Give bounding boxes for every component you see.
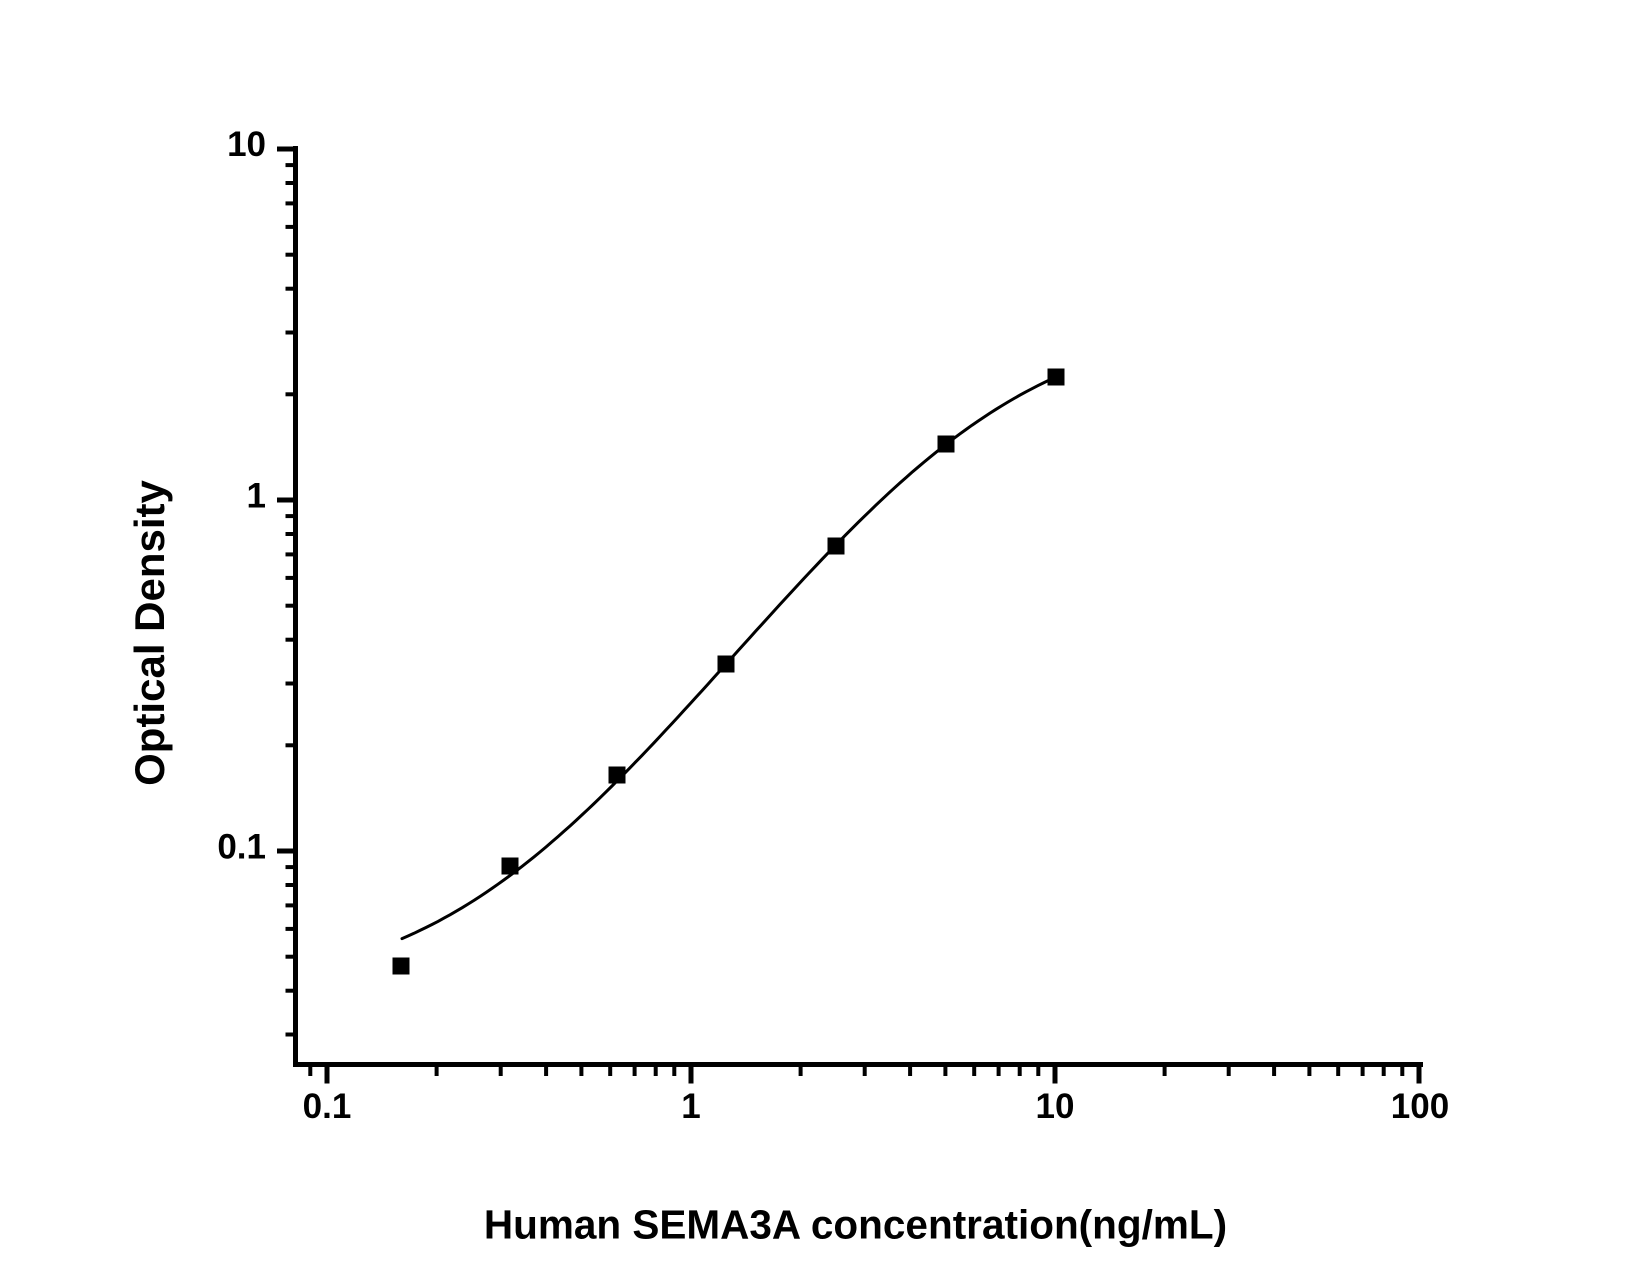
svg-text:10: 10 bbox=[1036, 1087, 1075, 1126]
svg-text:Optical Density: Optical Density bbox=[126, 479, 173, 785]
svg-text:0.1: 0.1 bbox=[217, 828, 266, 867]
svg-text:0.1: 0.1 bbox=[303, 1087, 352, 1126]
svg-text:Human SEMA3A concentration(ng/: Human SEMA3A concentration(ng/mL) bbox=[484, 1202, 1227, 1248]
svg-text:100: 100 bbox=[1391, 1087, 1449, 1126]
svg-text:1: 1 bbox=[247, 477, 266, 516]
svg-text:10: 10 bbox=[227, 125, 266, 164]
svg-text:1: 1 bbox=[681, 1087, 700, 1126]
